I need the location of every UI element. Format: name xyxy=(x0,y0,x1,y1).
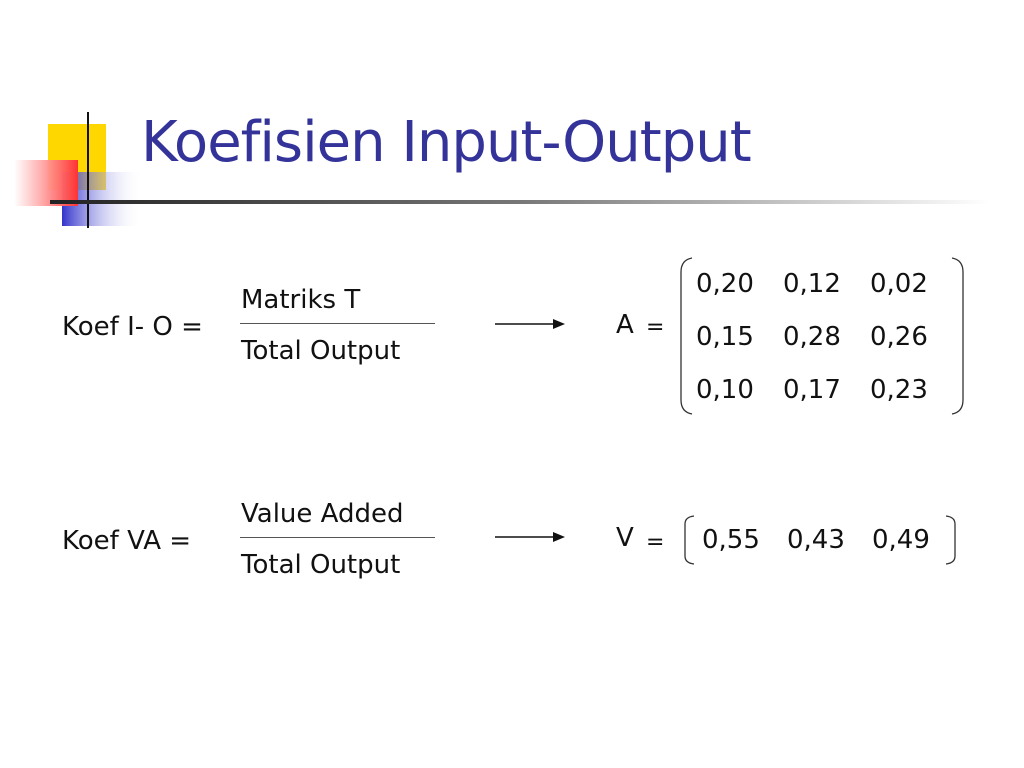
vector-v-cell: 0,55 xyxy=(702,525,760,555)
matrix-a-equals: = xyxy=(646,315,665,340)
koef-io-fraction-line xyxy=(240,323,435,324)
koef-io-label: Koef I- O = xyxy=(62,312,203,342)
vector-v-cell: 0,49 xyxy=(872,525,930,555)
koef-va-fraction-line xyxy=(240,537,435,538)
vector-v-left-bracket xyxy=(684,515,695,565)
slide-title: Koefisien Input-Output xyxy=(141,110,752,175)
title-underline xyxy=(50,200,990,204)
vector-v-equals: = xyxy=(646,530,665,555)
matrix-a-cell: 0,26 xyxy=(870,322,928,352)
koef-va-numerator: Value Added xyxy=(241,499,404,529)
matrix-a-cell: 0,10 xyxy=(696,375,754,405)
arrow-right-icon xyxy=(495,532,565,542)
matrix-a-right-bracket xyxy=(951,257,964,415)
matrix-a-cell: 0,02 xyxy=(870,269,928,299)
koef-va-label: Koef VA = xyxy=(62,526,192,556)
logo-red-square xyxy=(14,160,78,206)
matrix-a-cell: 0,23 xyxy=(870,375,928,405)
koef-io-denominator: Total Output xyxy=(241,336,401,366)
vector-v-cell: 0,43 xyxy=(787,525,845,555)
matrix-a-cell: 0,17 xyxy=(783,375,841,405)
matrix-a-cell: 0,15 xyxy=(696,322,754,352)
matrix-a-cell: 0,20 xyxy=(696,269,754,299)
matrix-a-cell: 0,12 xyxy=(783,269,841,299)
vector-v-right-bracket xyxy=(945,515,956,565)
matrix-a-symbol: A xyxy=(616,310,634,340)
vector-v-symbol: V xyxy=(616,523,634,553)
matrix-a-cell: 0,28 xyxy=(783,322,841,352)
matrix-a-left-bracket xyxy=(680,257,693,415)
koef-io-numerator: Matriks T xyxy=(241,285,361,315)
slide-logo xyxy=(14,112,142,228)
koef-va-denominator: Total Output xyxy=(241,550,401,580)
arrow-right-icon xyxy=(495,319,565,329)
